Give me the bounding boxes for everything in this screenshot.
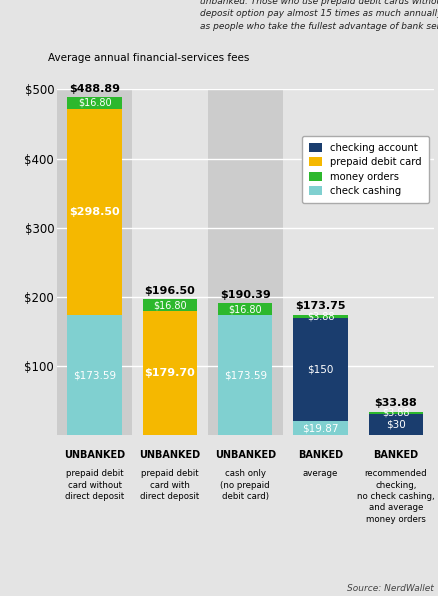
Text: cash only
(no prepaid
debit card): cash only (no prepaid debit card) (220, 469, 270, 501)
Text: Average annual financial-services fees: Average annual financial-services fees (48, 52, 250, 63)
Text: recommended
checking,
no check cashing,
and average
money orders: recommended checking, no check cashing, … (357, 469, 435, 524)
Bar (369, 414, 423, 435)
Text: $150: $150 (307, 365, 334, 374)
Bar (143, 311, 197, 435)
Bar (67, 97, 122, 108)
Text: $30: $30 (386, 420, 406, 430)
Text: BANKED: BANKED (373, 450, 419, 460)
Text: prepaid debit
card with
direct deposit: prepaid debit card with direct deposit (140, 469, 200, 501)
Bar (218, 315, 272, 435)
Bar (293, 421, 348, 435)
Text: $3.88: $3.88 (307, 311, 334, 321)
Text: prepaid debit
card without
direct deposit: prepaid debit card without direct deposi… (65, 469, 124, 501)
Text: According to the FDIC, 7 percent of U.S. households are
unbanked. Those who use : According to the FDIC, 7 percent of U.S.… (200, 0, 438, 30)
Bar (67, 108, 122, 315)
Bar (358, 89, 434, 435)
Bar (143, 299, 197, 311)
Bar (283, 89, 358, 435)
Text: $16.80: $16.80 (153, 300, 187, 310)
Bar (218, 303, 272, 315)
Text: $190.39: $190.39 (220, 290, 271, 300)
Text: $173.59: $173.59 (224, 370, 267, 380)
Text: $16.80: $16.80 (229, 305, 262, 314)
Bar (369, 412, 423, 414)
Bar (293, 315, 348, 318)
Text: BANKED: BANKED (298, 450, 343, 460)
Text: $179.70: $179.70 (145, 368, 195, 378)
Text: UNBANKED: UNBANKED (64, 450, 125, 460)
Text: $16.80: $16.80 (78, 98, 111, 108)
Legend: checking account, prepaid debit card, money orders, check cashing: checking account, prepaid debit card, mo… (302, 136, 429, 203)
Text: $173.75: $173.75 (295, 302, 346, 312)
Text: $173.59: $173.59 (73, 370, 116, 380)
Bar (67, 315, 122, 435)
Text: $298.50: $298.50 (69, 207, 120, 217)
Text: $3.88: $3.88 (382, 408, 410, 418)
Bar (132, 89, 208, 435)
Text: UNBANKED: UNBANKED (139, 450, 201, 460)
Text: $196.50: $196.50 (145, 285, 195, 296)
Text: $19.87: $19.87 (302, 423, 339, 433)
Text: $33.88: $33.88 (374, 398, 417, 408)
Text: $488.89: $488.89 (69, 83, 120, 94)
Bar (293, 318, 348, 421)
Bar (57, 89, 132, 435)
Bar (208, 89, 283, 435)
Text: Source: NerdWallet: Source: NerdWallet (347, 584, 434, 593)
Text: average: average (303, 469, 338, 478)
Text: UNBANKED: UNBANKED (215, 450, 276, 460)
